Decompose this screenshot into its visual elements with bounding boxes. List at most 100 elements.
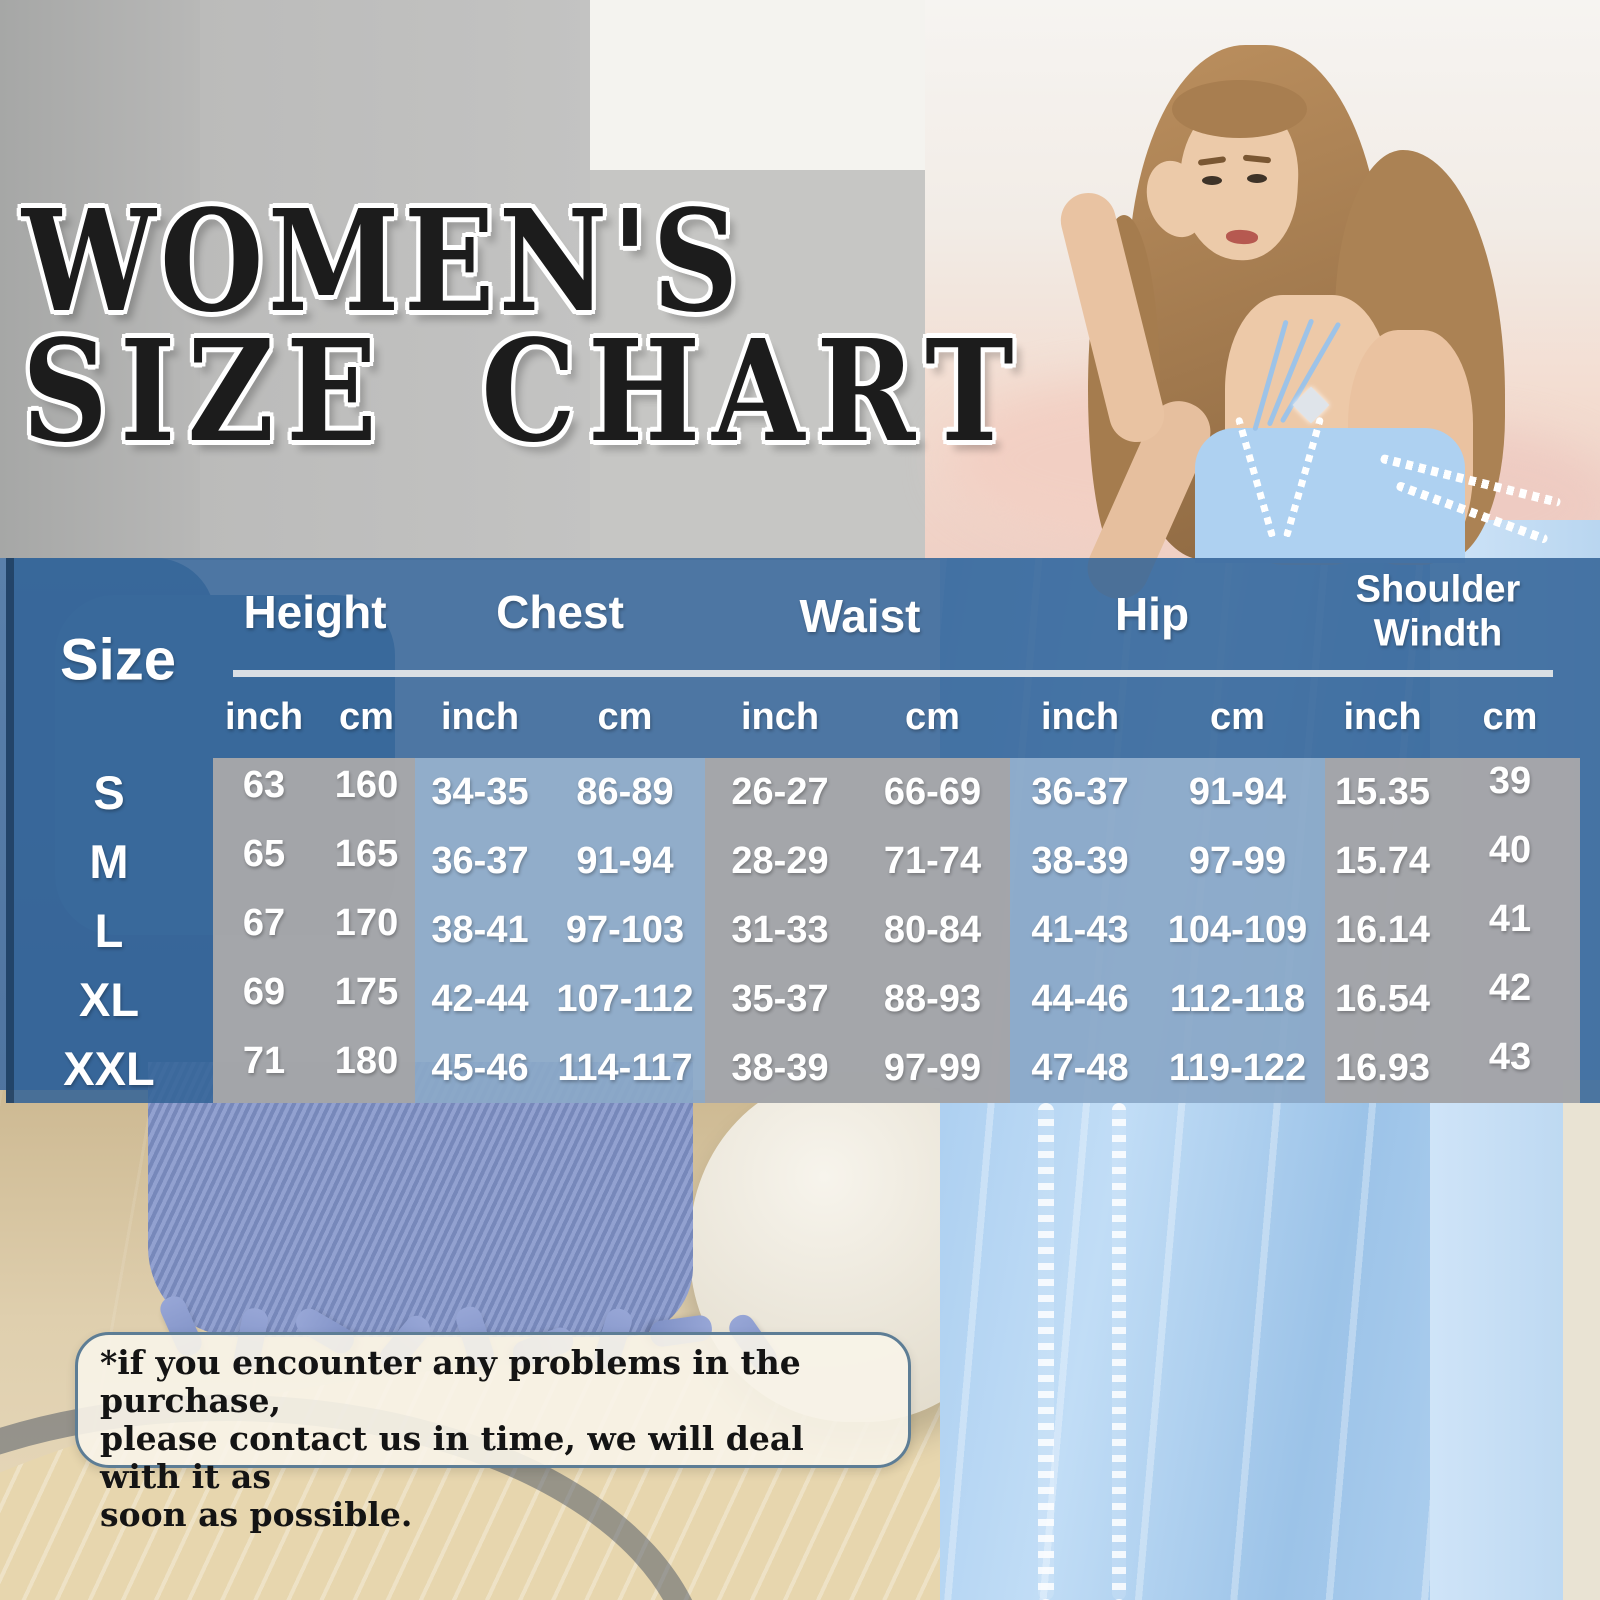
table-cell: 91-94	[1188, 771, 1287, 813]
column-header-waist: Waist	[799, 590, 921, 642]
unit-hip-inch: inch	[1040, 695, 1120, 738]
table-cell: 45-46	[431, 1047, 529, 1089]
table-cell: 36-37	[1031, 771, 1129, 813]
table-cell: 26-27	[731, 771, 829, 813]
column-header-shoulder-line2: Windth	[1373, 612, 1503, 655]
note-line-2: please contact us in time, we will deal …	[100, 1419, 804, 1496]
band-waist	[705, 758, 1010, 1103]
table-cell: 88-93	[883, 978, 982, 1020]
unit-hip-cm: cm	[1210, 695, 1265, 738]
photo-wall-white	[590, 0, 925, 170]
unit-waist-inch: inch	[740, 695, 820, 738]
table-cell: 112-118	[1169, 978, 1306, 1020]
band-hip	[1010, 758, 1325, 1103]
photo-wall-mid	[200, 0, 590, 560]
unit-chest-cm: cm	[597, 695, 653, 738]
row-label: XXL	[63, 1042, 155, 1095]
table-cell: 63	[242, 764, 286, 806]
table-cell: 43	[1488, 1036, 1532, 1078]
row-label: L	[94, 904, 124, 957]
table-cell: 41	[1488, 898, 1532, 940]
table-cell: 180	[334, 1040, 399, 1082]
table-cell: 44-46	[1031, 978, 1129, 1020]
table-cell: 71-74	[883, 840, 982, 882]
table-cell: 16.93	[1334, 1047, 1431, 1089]
table-cell: 35-37	[731, 978, 829, 1020]
table-cell: 38-41	[431, 909, 529, 951]
header-divider-line	[233, 670, 1553, 677]
table-cell: 16.14	[1334, 909, 1431, 951]
table-cell: 15.35	[1334, 771, 1431, 813]
table-cell: 119-122	[1168, 1047, 1307, 1089]
table-cell: 39	[1488, 760, 1532, 802]
table-cell: 170	[334, 902, 399, 944]
column-header-shoulder-line1: Shoulder	[1355, 568, 1521, 611]
table-cell: 42	[1488, 967, 1532, 1009]
column-header-chest: Chest	[496, 586, 624, 638]
table-cell: 160	[334, 764, 399, 806]
table-cell: 40	[1488, 829, 1532, 871]
table-cell: 38-39	[1031, 840, 1129, 882]
photo-wall-left	[0, 0, 200, 560]
band-shoulder	[1325, 758, 1580, 1103]
table-cell: 66-69	[883, 771, 982, 813]
table-cell: 71	[242, 1040, 286, 1082]
note-line-1: *if you encounter any problems in the pu…	[100, 1343, 801, 1420]
page-title-line1: WOMEN'S	[22, 180, 743, 344]
table-cell: 47-48	[1031, 1047, 1129, 1089]
page-title-line2: SIZE CHART	[22, 310, 1026, 474]
table-cell: 15.74	[1334, 840, 1431, 882]
table-cell: 86-89	[576, 771, 674, 813]
table-cell: 97-99	[1188, 840, 1287, 882]
table-cell: 36-37	[431, 840, 529, 882]
note-line-3: soon as possible.	[100, 1495, 413, 1534]
unit-height-cm: cm	[339, 695, 394, 738]
table-cell: 175	[334, 971, 399, 1013]
size-table-body: S 63 160 34-35 86-89 26-27 66-69 36-37 9…	[8, 758, 1580, 1103]
unit-shoulder-cm: cm	[1482, 695, 1538, 738]
band-chest	[415, 758, 705, 1103]
photo-side-furniture	[1563, 1080, 1600, 1600]
table-cell: 42-44	[431, 978, 529, 1020]
photo-lace-trim	[1112, 1103, 1126, 1600]
table-cell: 80-84	[883, 909, 982, 951]
photo-blue-blanket	[148, 1062, 693, 1337]
row-label: M	[89, 835, 129, 888]
table-cell: 16.54	[1334, 978, 1431, 1020]
table-cell: 91-94	[576, 840, 674, 882]
table-cell: 107-112	[556, 978, 694, 1020]
row-label: XL	[78, 973, 140, 1026]
table-cell: 65	[242, 833, 286, 875]
table-cell: 114-117	[557, 1047, 693, 1089]
units-row: inch cm inch cm inch cm inch cm inch cm	[8, 688, 1580, 746]
spacer	[8, 688, 210, 746]
unit-shoulder-inch: inch	[1343, 695, 1422, 738]
table-cell: 31-33	[731, 909, 829, 951]
column-header-size: Size	[59, 627, 177, 693]
band-height	[213, 758, 415, 1103]
column-header-height: Height	[243, 586, 387, 638]
table-cell: 67	[242, 902, 286, 944]
column-header-hip: Hip	[1114, 588, 1190, 640]
photo-lace-trim	[1038, 1103, 1054, 1600]
unit-height-inch: inch	[224, 695, 304, 738]
table-cell: 41-43	[1031, 909, 1129, 951]
unit-chest-inch: inch	[440, 695, 520, 738]
table-cell: 28-29	[731, 840, 829, 882]
table-cell: 97-99	[883, 1047, 982, 1089]
photo-wall-block	[590, 170, 925, 560]
unit-waist-cm: cm	[905, 695, 960, 738]
row-label: S	[93, 766, 125, 819]
table-cell: 104-109	[1167, 909, 1308, 951]
photo-woman-eye	[1247, 174, 1267, 183]
table-cell: 69	[242, 971, 286, 1013]
photo-woman-eye	[1202, 176, 1222, 185]
customer-note-box	[75, 1332, 911, 1468]
photo-woman-hairline	[1172, 80, 1307, 138]
table-cell: 38-39	[731, 1047, 829, 1089]
table-cell: 165	[334, 833, 399, 875]
table-cell: 97-103	[565, 909, 685, 951]
table-cell: 34-35	[431, 771, 529, 813]
customer-note-text: *if you encounter any problems in the pu…	[100, 1344, 890, 1534]
